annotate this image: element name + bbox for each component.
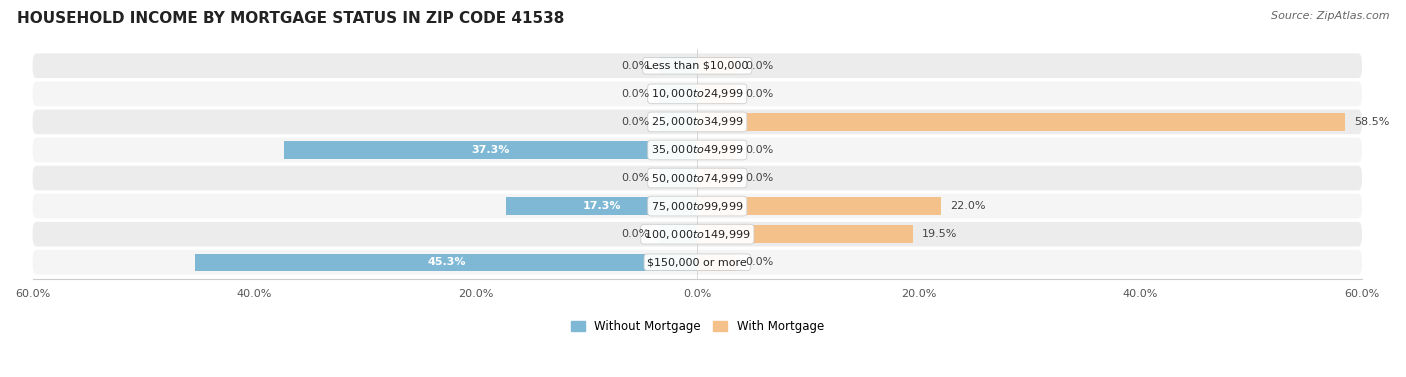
Text: $35,000 to $49,999: $35,000 to $49,999 [651,144,744,156]
Text: 0.0%: 0.0% [621,61,650,71]
Text: 0.0%: 0.0% [745,145,773,155]
Bar [697,57,737,75]
Bar [658,169,697,187]
FancyBboxPatch shape [32,54,1362,78]
Legend: Without Mortgage, With Mortgage: Without Mortgage, With Mortgage [567,315,828,338]
Text: 37.3%: 37.3% [471,145,510,155]
Text: 0.0%: 0.0% [621,89,650,99]
Text: 17.3%: 17.3% [582,201,620,211]
Text: 0.0%: 0.0% [745,89,773,99]
Bar [506,198,697,215]
FancyBboxPatch shape [32,222,1362,247]
Text: 22.0%: 22.0% [950,201,986,211]
Bar [697,254,737,271]
Bar [284,141,697,159]
Text: $75,000 to $99,999: $75,000 to $99,999 [651,199,744,213]
Text: $100,000 to $149,999: $100,000 to $149,999 [644,228,751,241]
Bar [697,113,1346,130]
Bar [697,198,941,215]
Text: 0.0%: 0.0% [621,117,650,127]
Text: $150,000 or more: $150,000 or more [647,257,747,267]
Bar [697,169,737,187]
Text: 0.0%: 0.0% [621,229,650,239]
Bar [195,254,697,271]
FancyBboxPatch shape [32,138,1362,162]
Bar [658,85,697,103]
FancyBboxPatch shape [32,194,1362,218]
FancyBboxPatch shape [32,81,1362,106]
Text: 0.0%: 0.0% [745,61,773,71]
Bar [697,225,914,243]
Text: 0.0%: 0.0% [745,257,773,267]
FancyBboxPatch shape [32,250,1362,274]
FancyBboxPatch shape [32,166,1362,190]
Text: $10,000 to $24,999: $10,000 to $24,999 [651,87,744,100]
Text: 45.3%: 45.3% [427,257,465,267]
Text: Source: ZipAtlas.com: Source: ZipAtlas.com [1271,11,1389,21]
Bar [697,85,737,103]
Text: $50,000 to $74,999: $50,000 to $74,999 [651,172,744,184]
FancyBboxPatch shape [32,110,1362,134]
Bar [658,57,697,75]
Text: 0.0%: 0.0% [745,173,773,183]
Text: 0.0%: 0.0% [621,173,650,183]
Text: 58.5%: 58.5% [1354,117,1389,127]
Text: $25,000 to $34,999: $25,000 to $34,999 [651,115,744,129]
Bar [658,225,697,243]
Bar [658,113,697,130]
Text: HOUSEHOLD INCOME BY MORTGAGE STATUS IN ZIP CODE 41538: HOUSEHOLD INCOME BY MORTGAGE STATUS IN Z… [17,11,564,26]
Text: 19.5%: 19.5% [922,229,957,239]
Bar [697,141,737,159]
Text: Less than $10,000: Less than $10,000 [647,61,748,71]
